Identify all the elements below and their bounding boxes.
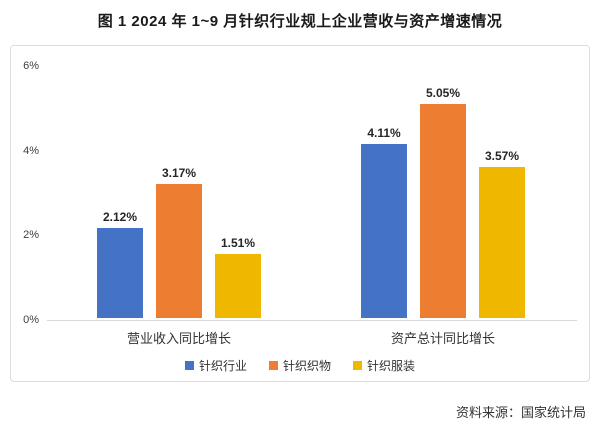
legend-label: 针织服装 [367,359,416,373]
y-axis-tick-label: 2% [23,229,39,242]
y-axis-tick-label: 6% [23,60,39,73]
category-label-assets: 资产总计同比增长 [390,331,495,346]
bar-value-label: 3.57% [484,149,520,163]
bar-value-label: 1.51% [220,236,256,250]
plot-area: 0% 2% 4% 6% 2.12% 3.17% 1.51% 4.11% 5.05% 3.57%… [11,46,589,381]
bar-value-label: 4.11% [367,126,401,140]
bar-针织服装-营业收入同比增长 [215,254,261,318]
bar-column-针织行业: 2.12% [97,210,143,318]
bar-column-针织服装: 3.57% [479,149,525,318]
legend-swatch-icon [184,361,194,370]
bar-column-针织行业: 4.11% [361,126,407,318]
legend-item-针织服装: 针织服装 [353,357,415,374]
legend-item-针织行业: 针织行业 [184,357,247,374]
legend: 针织行业 针织织物 针织服装 [11,357,589,374]
bar-针织行业-资产总计同比增长 [361,144,407,318]
bar-value-label: 3.17% [161,166,197,180]
bar-column-针织织物: 3.17% [156,166,202,318]
y-axis-tick-label: 4% [23,144,39,157]
bar-column-针织织物: 5.05% [420,86,466,318]
bar-value-label: 2.12% [102,210,138,224]
legend-item-针织织物: 针织织物 [268,357,331,374]
bar-column-针织服装: 1.51% [215,236,261,318]
chart-panel: 0% 2% 4% 6% 2.12% 3.17% 1.51% 4.11% 5.05% 3.57%… [10,45,590,382]
bar-针织服装-资产总计同比增长 [479,167,525,318]
legend-swatch-icon [268,361,278,370]
bar-针织行业-营业收入同比增长 [97,228,143,318]
legend-label: 针织行业 [198,359,247,373]
category-label-revenue: 营业收入同比增长 [126,331,231,346]
bar-针织织物-资产总计同比增长 [420,104,466,318]
source-note: 资料来源：国家统计局 [455,405,586,420]
bar-针织织物-营业收入同比增长 [156,184,202,318]
legend-swatch-icon [353,361,362,370]
x-axis-line [47,320,577,321]
bar-value-label: 5.05% [425,86,461,100]
y-axis-tick-label: 0% [23,314,39,326]
legend-label: 针织织物 [282,359,331,373]
bar-group-assets: 4.11% 5.05% 3.57% [361,58,525,318]
chart-title: 图 1 2024 年 1~9 月针织行业规上企业营收与资产增速情况 [97,13,503,30]
bar-group-revenue: 2.12% 3.17% 1.51% [97,58,261,318]
